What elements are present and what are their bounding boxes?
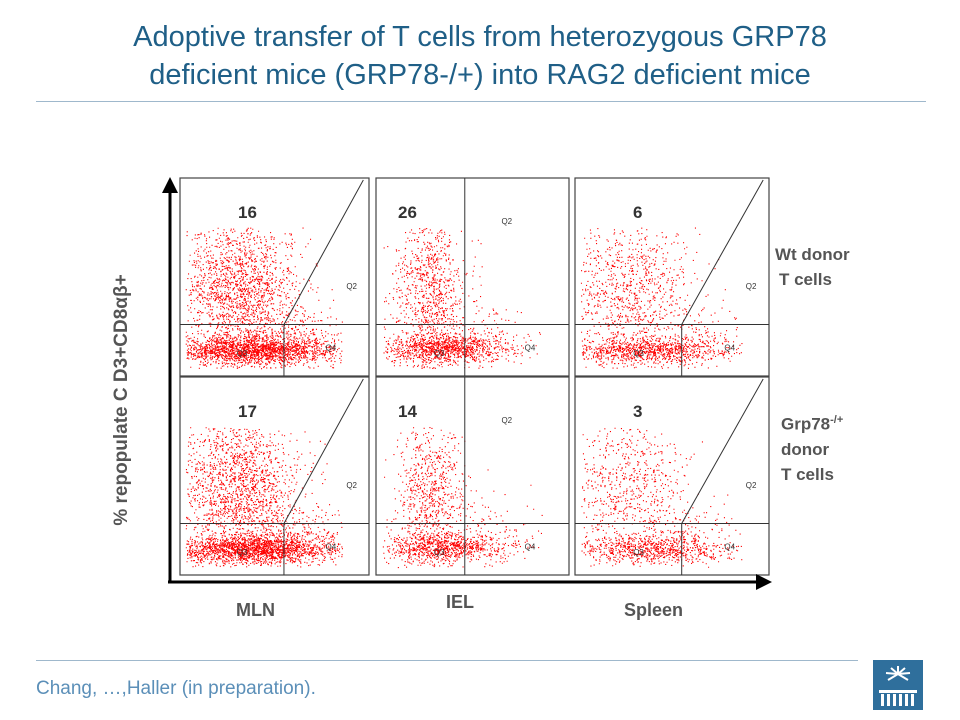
title-divider (36, 101, 926, 102)
q4-label-mln-0: Q4 (326, 343, 337, 352)
row-label-wt-line-2: T cells (779, 270, 832, 289)
scatter-points-spleen-0 (580, 227, 743, 369)
scatter-points-mln-0 (185, 227, 343, 370)
q3-label-iel-0: Q3 (434, 349, 445, 358)
q3-label-spleen-0: Q3 (633, 349, 644, 358)
q2-label-mln-1: Q2 (346, 481, 357, 490)
row-label-wt: Wt donor T cells (775, 242, 850, 292)
gate-diagonal-spleen-1 (681, 378, 764, 524)
q2-label-iel-1: Q2 (501, 416, 512, 425)
percent-label-mln-1: 17 (238, 402, 257, 421)
q4-label-spleen-1: Q4 (724, 542, 735, 551)
percent-label-iel-0: 26 (398, 203, 417, 222)
panel-frame-iel-1 (375, 376, 570, 576)
row-label-grp78-line-2: donor (781, 439, 830, 459)
scatter-points-mln-1 (185, 427, 343, 568)
panel-frame-iel-0 (375, 177, 570, 377)
row-label-grp78-name: Grp78 (781, 414, 831, 434)
row-label-grp78-superscript: -/+ (830, 414, 844, 426)
scatter-cloud-iel-0 (383, 228, 541, 369)
q3-label-iel-1: Q3 (434, 548, 445, 557)
y-axis-arrow-icon (162, 177, 178, 193)
gate-diagonal-mln-0 (283, 179, 364, 325)
percent-label-mln-0: 16 (238, 203, 257, 222)
q4-label-iel-1: Q4 (525, 542, 536, 551)
q3-label-spleen-1: Q3 (633, 548, 644, 557)
column-label-spleen: Spleen (624, 600, 684, 620)
scatter-cloud-mln-0 (185, 227, 343, 370)
logo-graphic (873, 660, 923, 710)
q2-label-mln-0: Q2 (346, 282, 357, 291)
slide-title-line-2: deficient mice (GRP78-/+) into RAG2 defi… (149, 59, 811, 91)
column-label-mln: MLN (236, 600, 275, 620)
q2-label-spleen-0: Q2 (746, 282, 757, 291)
row-label-wt-line-1: Wt donor (775, 245, 850, 264)
q4-label-mln-1: Q4 (326, 542, 337, 551)
scatter-cloud-spleen-0 (580, 227, 743, 369)
q2-label-iel-0: Q2 (501, 217, 512, 226)
gate-diagonal-mln-1 (283, 378, 364, 524)
q4-label-iel-0: Q4 (525, 343, 536, 352)
percent-label-iel-1: 14 (398, 402, 417, 421)
scatter-points-iel-0 (383, 228, 541, 369)
q3-label-mln-1: Q3 (237, 548, 248, 557)
footer-divider (36, 660, 858, 661)
slide-title-line-1: Adoptive transfer of T cells from hetero… (133, 21, 827, 53)
percent-label-spleen-1: 3 (633, 402, 642, 421)
row-label-grp78-line-3: T cells (781, 464, 834, 484)
q4-label-spleen-0: Q4 (724, 343, 735, 352)
panel-frame-spleen-1 (574, 376, 770, 576)
row-label-grp78-line-1: Grp78-/+ (781, 408, 843, 437)
citation-footer: Chang, …,Haller (in preparation). (36, 678, 316, 699)
x-axis-arrow-icon (756, 574, 772, 590)
q2-label-spleen-1: Q2 (746, 481, 757, 490)
column-label-iel: IEL (446, 592, 475, 612)
q3-label-mln-0: Q3 (237, 349, 248, 358)
percent-label-spleen-0: 6 (633, 203, 642, 222)
scatter-cloud-spleen-1 (581, 427, 743, 568)
institution-logo-icon (873, 660, 923, 710)
scatter-points-spleen-1 (581, 427, 743, 568)
scatter-cloud-mln-1 (185, 427, 343, 568)
gate-diagonal-spleen-0 (681, 179, 764, 325)
row-label-grp78: Grp78-/+ donor T cells (781, 408, 843, 487)
slide-title: Adoptive transfer of T cells from hetero… (0, 18, 960, 94)
